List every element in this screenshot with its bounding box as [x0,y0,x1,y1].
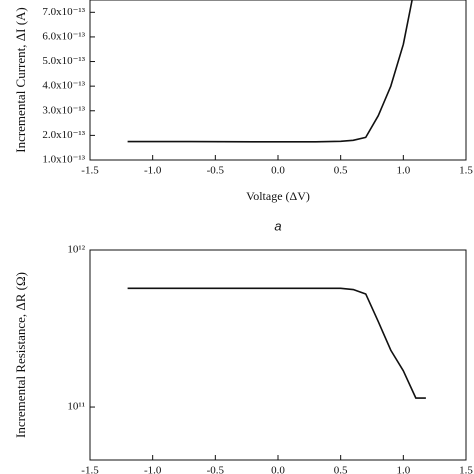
y-tick-label: 10¹² [67,244,85,256]
y-tick-label: 1.0x10⁻¹³ [42,154,85,166]
y-axis-label: Incremental Resistance, ΔR (Ω) [13,272,28,438]
x-tick-label: -1.5 [81,465,99,474]
plot-frame [89,0,467,161]
y-tick-label: 7.0x10⁻¹³ [42,6,85,18]
x-tick-label: 0.0 [271,465,285,474]
x-tick-label: -0.5 [207,465,225,474]
x-tick-label: 1.0 [396,165,410,177]
x-tick-label: -1.5 [81,165,99,177]
caption: a [274,218,281,233]
x-tick-label: 1.5 [459,465,473,474]
x-tick-label: -1.0 [144,465,162,474]
x-tick-label: 0.5 [334,165,348,177]
y-tick-label: 3.0x10⁻¹³ [42,104,85,116]
y-tick-label: 6.0x10⁻¹³ [42,30,85,42]
x-tick-label: -0.5 [207,165,225,177]
x-tick-label: 0.0 [271,165,285,177]
x-tick-label: 1.5 [459,165,473,177]
x-tick-label: -1.0 [144,165,162,177]
y-tick-label: 5.0x10⁻¹³ [42,55,85,67]
data-line [127,287,426,399]
y-axis-label: Incremental Current, ΔI (A) [13,7,28,153]
x-tick-label: 1.0 [396,465,410,474]
x-axis-label: Voltage (ΔV) [246,189,310,203]
plot-frame [89,249,467,461]
y-tick-label: 2.0x10⁻¹³ [42,129,85,141]
y-tick-label: 4.0x10⁻¹³ [42,80,85,92]
data-line [127,0,413,143]
y-tick-label: 10¹¹ [67,401,85,413]
x-tick-label: 0.5 [334,465,348,474]
